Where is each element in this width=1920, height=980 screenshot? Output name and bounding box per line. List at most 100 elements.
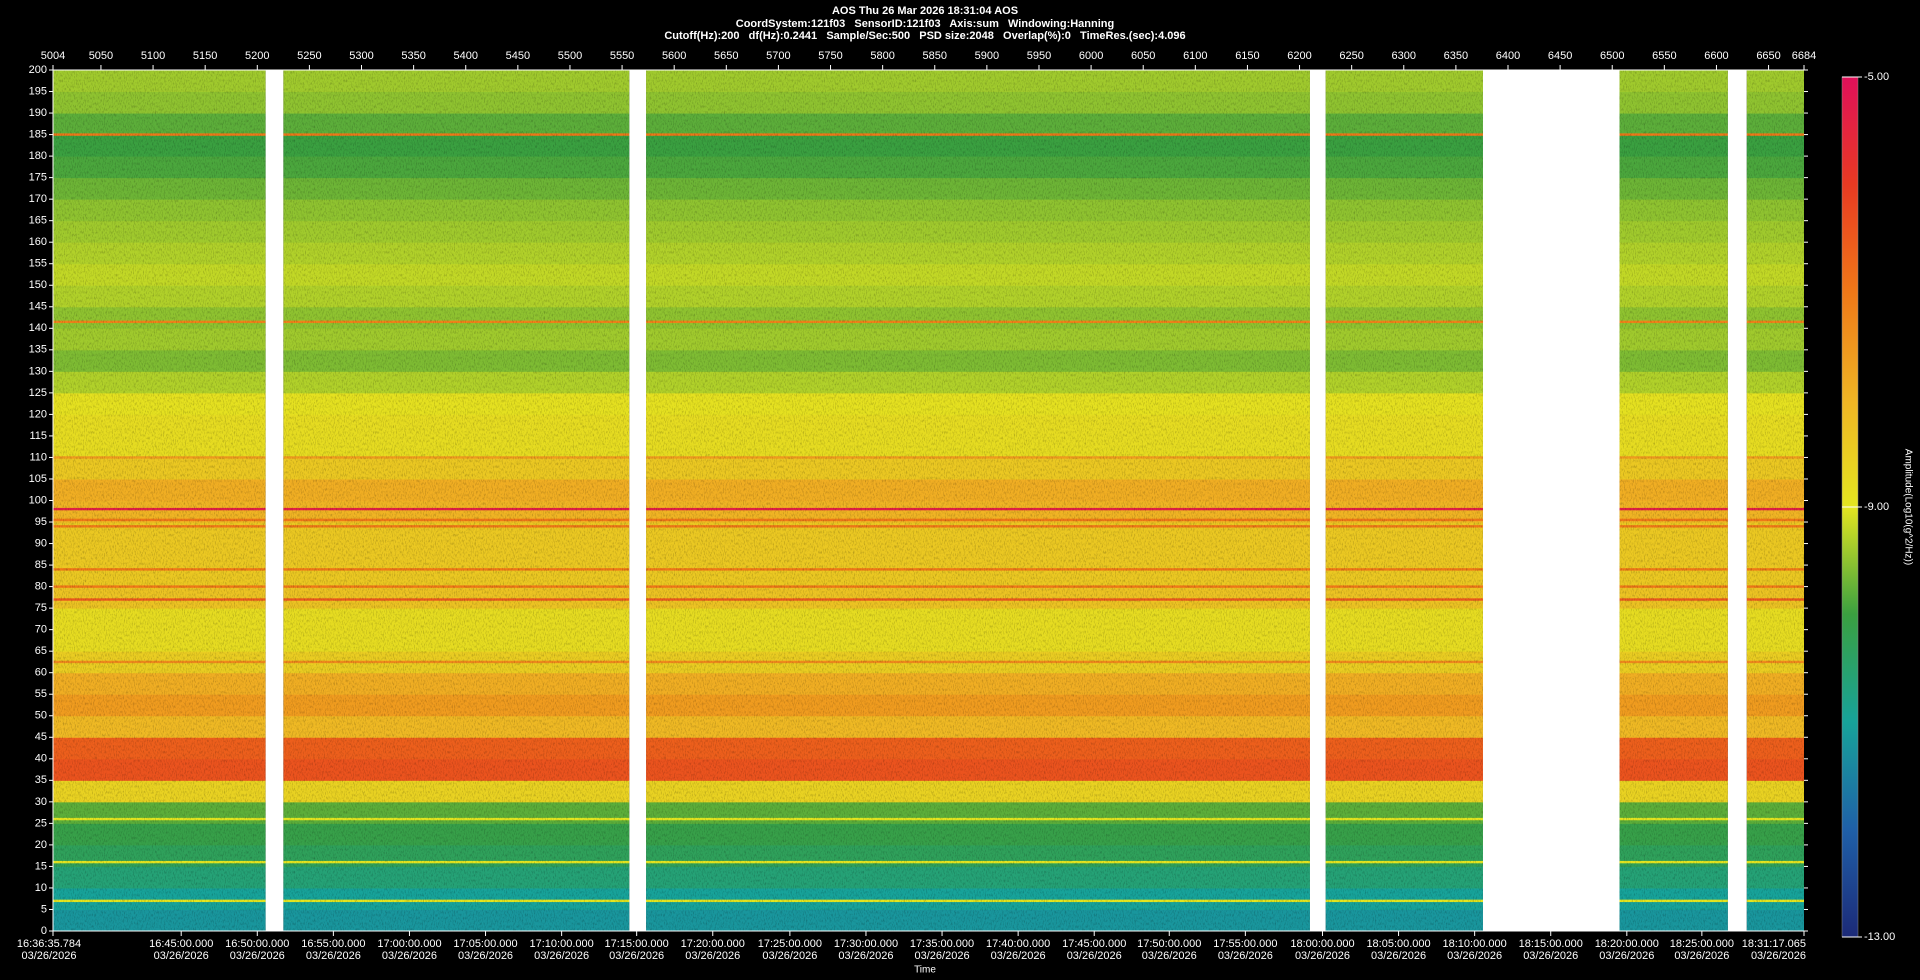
time-tick-label: 18:05:00.000 (1366, 938, 1430, 950)
x-tick-label: 6350 (1444, 50, 1468, 62)
time-tick-label: 16:55:00.000 (301, 938, 365, 950)
y-tick-label: 10 (35, 882, 47, 894)
time-tick-date: 03/26/2026 (762, 950, 817, 962)
time-tick-date: 03/26/2026 (1674, 950, 1729, 962)
x-tick-label: 6150 (1235, 50, 1259, 62)
time-tick-date: 03/26/2026 (458, 950, 513, 962)
y-tick-label: 55 (35, 688, 47, 700)
time-tick-date: 03/26/2026 (1751, 950, 1806, 962)
y-tick-label: 75 (35, 602, 47, 614)
x-tick-label: 6050 (1131, 50, 1155, 62)
y-tick-label: 70 (35, 624, 47, 636)
time-tick-label: 18:25:00.000 (1670, 938, 1734, 950)
y-tick-label: 0 (41, 925, 47, 937)
y-tick-label: 80 (35, 581, 47, 593)
y-tick-label: 170 (29, 193, 47, 205)
x-tick-label: 6600 (1704, 50, 1728, 62)
x-tick-label: 5300 (349, 50, 373, 62)
y-tick-label: 5 (41, 903, 47, 915)
x-tick-label: 5100 (141, 50, 165, 62)
data-gap (1727, 70, 1747, 931)
time-tick-label: 16:50:00.000 (225, 938, 289, 950)
time-tick-label: 17:30:00.000 (834, 938, 898, 950)
time-tick-label: 17:10:00.000 (530, 938, 594, 950)
y-tick-label: 30 (35, 796, 47, 808)
y-tick-label: 190 (29, 107, 47, 119)
time-tick-date: 03/26/2026 (1599, 950, 1654, 962)
time-tick-date: 03/26/2026 (154, 950, 209, 962)
y-tick-label: 145 (29, 301, 47, 313)
time-tick-date: 03/26/2026 (685, 950, 740, 962)
y-tick-label: 20 (35, 839, 47, 851)
colorbar-tick-label: -5.00 (1864, 71, 1889, 83)
plot-area (53, 70, 1804, 932)
y-tick-label: 105 (29, 473, 47, 485)
time-tick-label: 18:20:00.000 (1595, 938, 1659, 950)
y-tick-label: 90 (35, 537, 47, 549)
y-tick-label: 120 (29, 408, 47, 420)
x-tick-label: 5400 (453, 50, 477, 62)
time-tick-date: 03/26/2026 (1523, 950, 1578, 962)
time-tick-label: 17:50:00.000 (1137, 938, 1201, 950)
y-tick-label: 60 (35, 667, 47, 679)
y-tick-label: 195 (29, 85, 47, 97)
time-tick-label: 17:00:00.000 (377, 938, 441, 950)
time-tick-label: 17:40:00.000 (986, 938, 1050, 950)
x-tick-label: 6100 (1183, 50, 1207, 62)
y-tick-label: 50 (35, 710, 47, 722)
y-tick-label: 25 (35, 817, 47, 829)
chart-subtitle: Cutoff(Hz):200 df(Hz):0.2441 Sample/Sec:… (664, 30, 1185, 42)
time-tick-label: 16:36:35.784 (17, 938, 81, 950)
y-tick-label: 140 (29, 322, 47, 334)
x-tick-label: 5350 (401, 50, 425, 62)
x-tick-label: 6000 (1079, 50, 1103, 62)
time-tick-label: 17:45:00.000 (1062, 938, 1126, 950)
y-tick-label: 40 (35, 753, 47, 765)
x-tick-label: 5500 (558, 50, 582, 62)
time-tick-date: 03/26/2026 (838, 950, 893, 962)
time-tick-date: 03/26/2026 (1447, 950, 1502, 962)
time-tick-date: 03/26/2026 (534, 950, 589, 962)
time-tick-label: 17:55:00.000 (1213, 938, 1277, 950)
x-tick-label: 5450 (506, 50, 530, 62)
y-tick-label: 180 (29, 150, 47, 162)
time-tick-label: 17:20:00.000 (681, 938, 745, 950)
time-tick-date: 03/26/2026 (1371, 950, 1426, 962)
y-tick-label: 150 (29, 279, 47, 291)
x-tick-label: 6500 (1600, 50, 1624, 62)
y-tick-label: 15 (35, 860, 47, 872)
x-tick-label: 5050 (89, 50, 113, 62)
time-tick-date: 03/26/2026 (991, 950, 1046, 962)
x-tick-label: 5950 (1027, 50, 1051, 62)
x-tick-label: 6684 (1792, 50, 1816, 62)
colorbar-tick-label: -9.00 (1864, 501, 1889, 513)
x-tick-label: 5900 (975, 50, 999, 62)
y-tick-label: 175 (29, 172, 47, 184)
x-tick-label: 6250 (1339, 50, 1363, 62)
x-tick-label: 5200 (245, 50, 269, 62)
y-tick-label: 125 (29, 387, 47, 399)
x-tick-label: 5600 (662, 50, 686, 62)
x-tick-label: 5650 (714, 50, 738, 62)
time-tick-date: 03/26/2026 (306, 950, 361, 962)
time-tick-date: 03/26/2026 (230, 950, 285, 962)
y-tick-label: 65 (35, 645, 47, 657)
y-tick-label: 35 (35, 774, 47, 786)
y-tick-label: 45 (35, 731, 47, 743)
colorbar-label: Amplitude(Log10(g^2/Hz)) (1902, 449, 1913, 565)
time-tick-label: 16:45:00.000 (149, 938, 213, 950)
data-gap (1309, 70, 1326, 931)
colorbar-tick-label: -13.00 (1864, 931, 1895, 943)
y-tick-label: 185 (29, 128, 47, 140)
y-tick-label: 115 (29, 430, 47, 442)
y-tick-label: 200 (29, 64, 47, 76)
time-tick-date: 03/26/2026 (21, 950, 76, 962)
x-axis-label: Time (914, 965, 936, 976)
x-tick-label: 5250 (297, 50, 321, 62)
y-tick-label: 130 (29, 365, 47, 377)
x-tick-label: 5700 (766, 50, 790, 62)
time-tick-label: 17:25:00.000 (758, 938, 822, 950)
time-tick-label: 18:00:00.000 (1290, 938, 1354, 950)
x-tick-label: 5850 (923, 50, 947, 62)
